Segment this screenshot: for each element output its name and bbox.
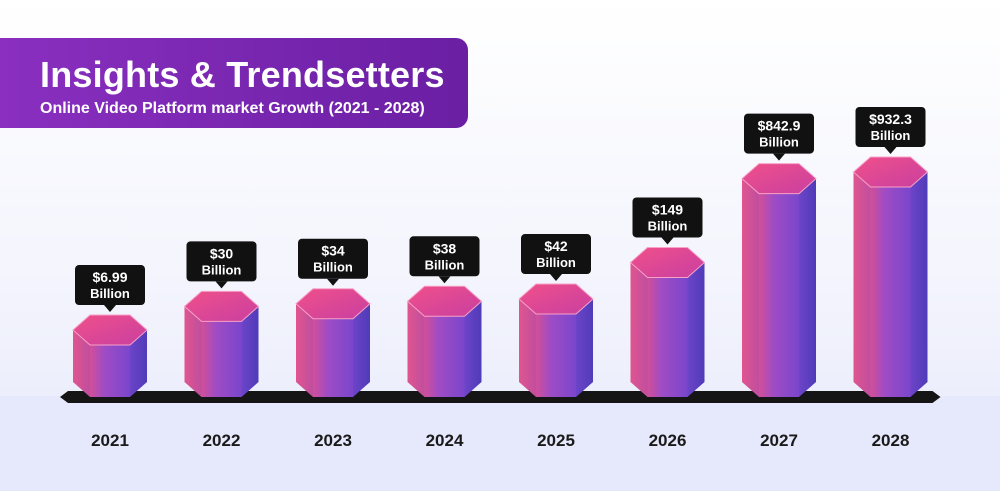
value-label-unit: Billion [536, 255, 576, 270]
value-label-pointer [327, 278, 339, 286]
bar [183, 290, 260, 397]
bar-front-face [313, 318, 353, 397]
value-label-unit: Billion [202, 262, 242, 277]
bar-left-face [853, 172, 871, 397]
bar [518, 283, 594, 397]
value-label-box [186, 241, 257, 282]
bar-right-face [910, 172, 928, 397]
value-label-pointer [215, 281, 228, 289]
bar-front-face [759, 193, 799, 397]
bars-group [60, 156, 941, 403]
x-tick-label: 2028 [872, 431, 910, 450]
value-label-unit: Billion [425, 257, 465, 272]
bar-top [295, 288, 371, 320]
bar-top [741, 163, 817, 195]
value-label-unit: Billion [648, 218, 688, 233]
bar [406, 285, 483, 397]
bar-left-face [184, 306, 202, 397]
bar-left-face [73, 330, 90, 397]
bar-front-face [647, 277, 688, 397]
bar-top [629, 246, 706, 278]
value-labels-group: $6.99Billion$30Billion$34Billion$38Billi… [75, 107, 926, 313]
bar-right-face [353, 303, 370, 397]
value-label-box [521, 234, 591, 275]
x-tick-label: 2023 [314, 431, 352, 450]
bar-front-face [536, 314, 576, 397]
bar-front-face [90, 345, 130, 397]
value-label-box [855, 107, 926, 147]
value-label-amount: $30 [210, 245, 234, 261]
x-tick-label: 2025 [537, 431, 575, 450]
bar-right-face [130, 330, 147, 397]
x-tick-label: 2021 [91, 431, 129, 450]
value-label-box [409, 236, 480, 277]
bar-right-face [799, 178, 816, 397]
chart-subtitle: Online Video Platform market Growth (202… [40, 100, 425, 117]
bar-front-face [870, 187, 911, 397]
floor-band [0, 396, 1000, 491]
value-label-amount: $842.9 [758, 118, 801, 134]
x-tick-label: 2024 [426, 431, 464, 450]
x-tick-label: 2026 [649, 431, 687, 450]
value-label-box [298, 238, 368, 279]
bar-left-face [296, 303, 313, 397]
bar-right-face [241, 306, 259, 397]
bar [852, 156, 929, 397]
bar-left-face [742, 178, 759, 397]
bar [72, 314, 148, 397]
value-label-unit: Billion [759, 135, 799, 150]
value-label-unit: Billion [313, 260, 353, 275]
value-label-amount: $34 [321, 243, 345, 259]
value-label-pointer [773, 153, 785, 161]
value-label-box [744, 113, 814, 154]
value-label-unit: Billion [90, 286, 130, 301]
value-label-box [75, 265, 145, 306]
value-label-amount: $932.3 [869, 111, 912, 127]
bar-top [406, 285, 483, 317]
year-labels-group: 2021 2022 2023 2024 2025 2026 2027 2028 [91, 431, 909, 450]
value-label-pointer [884, 147, 897, 154]
value-label-pointer [550, 274, 562, 282]
value-label-amount: $6.99 [92, 269, 127, 285]
bar-left-face [630, 262, 648, 397]
value-label-pointer [104, 305, 116, 313]
bar-right-face [687, 262, 705, 397]
bar [741, 163, 817, 397]
bar-top [518, 283, 594, 315]
value-label-box [632, 197, 703, 238]
bar-top [852, 156, 929, 188]
value-label-pointer [438, 276, 451, 284]
bar-top [72, 314, 148, 346]
bar-left-face [519, 299, 536, 397]
chart-baseline [60, 391, 941, 403]
value-label-amount: $38 [433, 240, 457, 256]
bar-right-face [576, 299, 593, 397]
chart-title: Insights & Trendsetters [40, 54, 445, 95]
value-label-pointer [661, 237, 674, 245]
bar-top [183, 290, 260, 322]
value-label-unit: Billion [871, 128, 911, 143]
bar-right-face [464, 301, 482, 397]
bar [295, 288, 371, 397]
bar [629, 246, 706, 397]
bar-front-face [424, 316, 465, 397]
x-tick-label: 2027 [760, 431, 798, 450]
value-label-amount: $149 [652, 201, 683, 217]
x-tick-label: 2022 [203, 431, 241, 450]
title-banner: Insights & Trendsetters Online Video Pla… [0, 38, 468, 128]
bar-front-face [201, 321, 242, 397]
bar-left-face [407, 301, 425, 397]
value-label-amount: $42 [544, 238, 568, 254]
